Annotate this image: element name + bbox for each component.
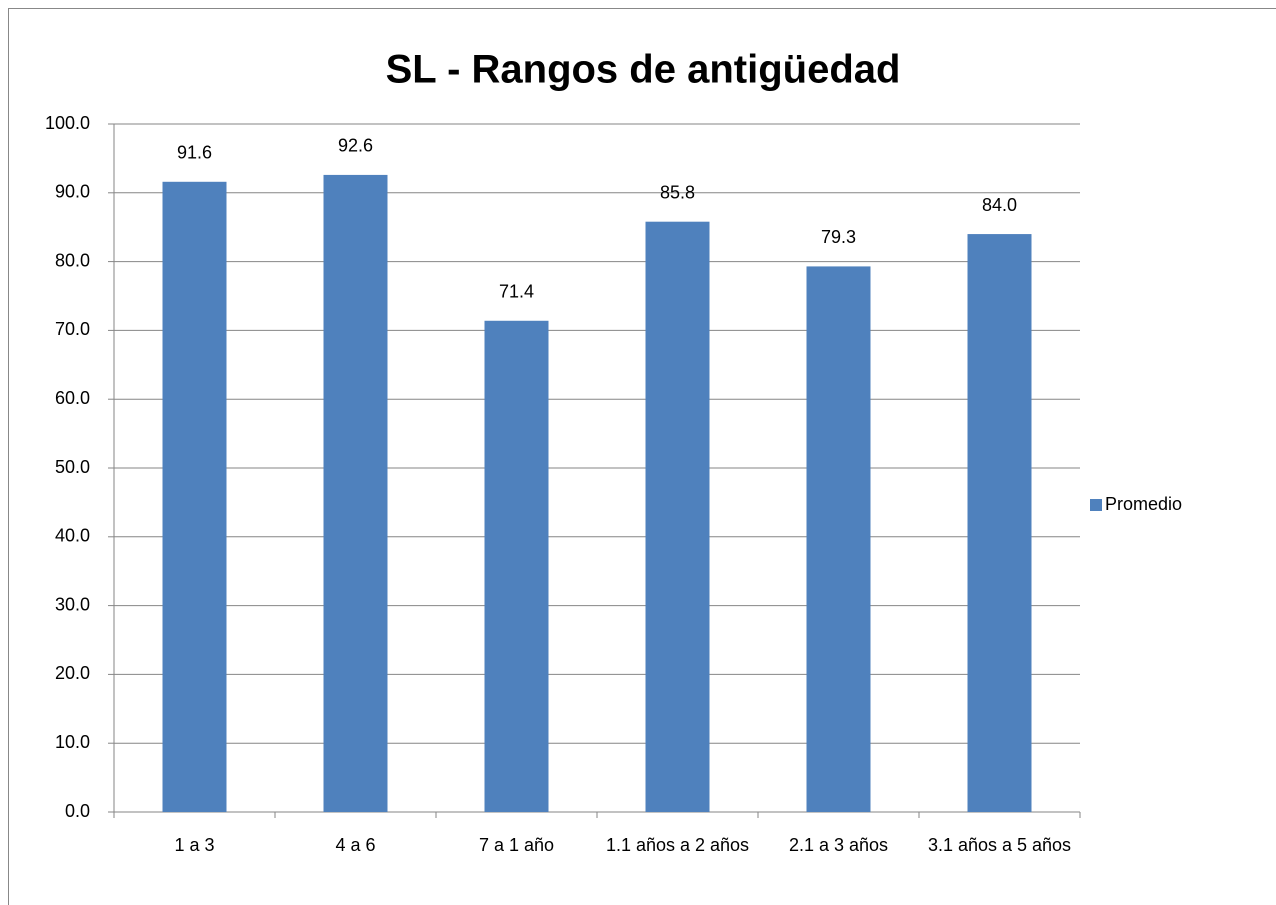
x-tick-label: 1 a 3 <box>174 835 215 855</box>
legend-swatch <box>1090 499 1102 511</box>
bar <box>323 174 388 813</box>
y-tick-label: 90.0 <box>55 182 90 202</box>
y-tick-label: 50.0 <box>55 457 90 477</box>
data-label: 71.4 <box>499 282 534 302</box>
y-tick-label: 60.0 <box>55 388 90 408</box>
bar <box>967 234 1032 812</box>
chart-title: SL - Rangos de antigüedad <box>386 48 901 92</box>
x-tick-label: 2.1 a 3 años <box>788 835 889 855</box>
bar <box>162 181 227 813</box>
x-tick-label: 4 a 6 <box>335 835 376 855</box>
y-tick-label: 30.0 <box>55 594 90 614</box>
y-tick-label: 20.0 <box>55 663 90 683</box>
y-tick-label: 70.0 <box>55 319 90 339</box>
y-tick-label: 10.0 <box>55 732 90 752</box>
x-tick-label: 3.1 años a 5 años <box>927 835 1072 855</box>
x-tick-label: 1.1 años a 2 años <box>605 835 750 855</box>
data-label: 84.0 <box>982 195 1017 215</box>
y-tick-label: 40.0 <box>55 526 90 546</box>
bar <box>645 221 710 813</box>
data-label: 79.3 <box>821 227 856 247</box>
data-label: 85.8 <box>660 182 695 202</box>
bar <box>484 320 549 812</box>
data-label: 92.6 <box>338 136 373 156</box>
y-tick-label: 80.0 <box>55 250 90 270</box>
x-tick-label: 7 a 1 año <box>478 835 555 855</box>
y-tick-label: 100.0 <box>45 113 90 133</box>
y-tick-label: 0.0 <box>65 801 90 821</box>
data-label: 91.6 <box>177 143 212 163</box>
bar <box>806 266 871 812</box>
legend-label: Promedio <box>1105 494 1182 514</box>
